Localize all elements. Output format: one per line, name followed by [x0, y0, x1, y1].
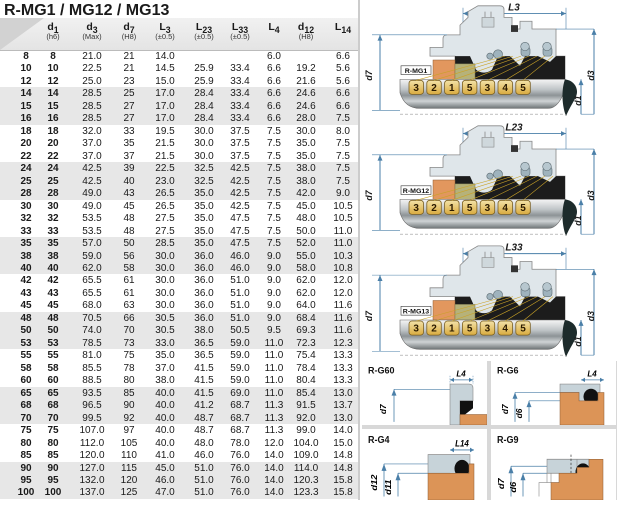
svg-text:d7: d7 — [364, 189, 374, 200]
svg-text:L4: L4 — [456, 370, 466, 379]
svg-text:5: 5 — [520, 83, 526, 94]
svg-text:R-G9: R-G9 — [497, 434, 519, 446]
svg-text:d6: d6 — [509, 482, 518, 493]
svg-text:d7: d7 — [379, 404, 388, 414]
svg-text:L33: L33 — [505, 243, 523, 254]
svg-text:R-MG1: R-MG1 — [405, 68, 428, 75]
svg-text:R-G60: R-G60 — [368, 365, 394, 375]
svg-text:d7: d7 — [501, 404, 510, 414]
svg-text:3: 3 — [413, 324, 419, 335]
svg-text:5: 5 — [467, 324, 473, 335]
svg-text:3: 3 — [485, 203, 491, 214]
svg-text:d1: d1 — [573, 336, 583, 346]
svg-text:d7: d7 — [497, 477, 506, 489]
svg-text:4: 4 — [502, 324, 508, 335]
svg-text:3: 3 — [485, 324, 491, 335]
svg-text:5: 5 — [520, 203, 526, 214]
svg-text:2: 2 — [431, 83, 437, 94]
svg-text:d11: d11 — [384, 479, 393, 495]
svg-text:d1: d1 — [573, 215, 583, 225]
svg-text:R-G6: R-G6 — [497, 365, 518, 375]
svg-text:3: 3 — [485, 83, 491, 94]
svg-text:L23: L23 — [505, 123, 523, 134]
svg-text:3: 3 — [413, 83, 419, 94]
svg-text:3: 3 — [413, 203, 419, 214]
svg-text:d3: d3 — [586, 70, 596, 80]
svg-text:d6: d6 — [515, 408, 524, 418]
svg-text:L4: L4 — [587, 370, 597, 379]
svg-text:4: 4 — [502, 83, 508, 94]
svg-text:1: 1 — [449, 324, 455, 335]
svg-text:5: 5 — [467, 83, 473, 94]
svg-text:L14: L14 — [455, 438, 469, 449]
svg-text:d1: d1 — [573, 95, 583, 105]
svg-text:d7: d7 — [364, 69, 374, 80]
svg-text:d12: d12 — [370, 474, 379, 490]
svg-text:d7: d7 — [364, 310, 374, 321]
svg-text:d3: d3 — [586, 311, 596, 321]
svg-text:R-G4: R-G4 — [368, 434, 390, 446]
svg-text:2: 2 — [431, 324, 437, 335]
svg-text:d3: d3 — [586, 190, 596, 200]
svg-text:L3: L3 — [508, 3, 520, 14]
svg-text:1: 1 — [449, 203, 455, 214]
svg-text:2: 2 — [431, 203, 437, 214]
svg-text:1: 1 — [449, 83, 455, 94]
svg-text:R-MG12: R-MG12 — [403, 188, 430, 195]
svg-text:R-MG13: R-MG13 — [403, 309, 430, 316]
svg-text:4: 4 — [502, 203, 508, 214]
svg-text:5: 5 — [520, 324, 526, 335]
svg-text:5: 5 — [467, 203, 473, 214]
